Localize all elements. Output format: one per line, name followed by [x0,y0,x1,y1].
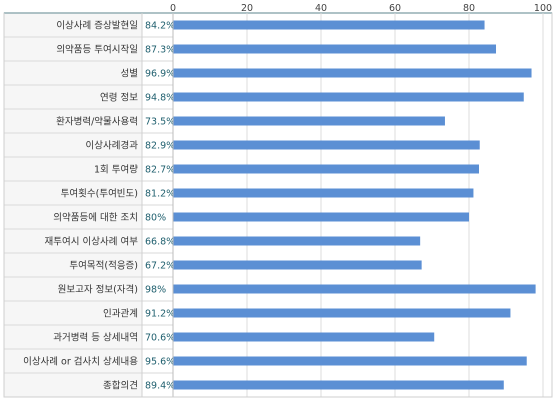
bar-14 [173,356,527,366]
value-label-3: 94.8% [145,93,175,104]
value-label-8: 80% [145,213,166,224]
category-label-14: 이상사례 or 검사치 상세내용 [23,356,138,368]
category-label-0: 이상사례 증상발현일 [56,21,138,32]
x-tick-label-0: 0 [170,3,176,14]
category-label-4: 환자병력/약물사용력 [56,116,138,128]
value-label-6: 82.7% [145,165,175,176]
bar-9 [173,236,421,246]
category-label-2: 성별 [121,69,138,80]
bar-1 [173,44,497,54]
value-label-13: 70.6% [145,333,175,344]
value-label-4: 73.5% [145,117,175,128]
bar-4 [173,116,445,126]
category-label-8: 의약품등에 대한 조치 [53,212,138,224]
bar-13 [173,332,435,342]
bar-3 [173,92,524,102]
category-label-5: 이상사례경과 [86,140,139,152]
table-border [3,12,553,398]
category-label-6: 1회 투여량 [94,164,138,176]
value-label-10: 67.2% [145,261,175,272]
x-tick-label-5: 100 [534,3,552,14]
x-tick-label-2: 40 [315,3,327,14]
value-label-11: 98% [145,285,166,296]
bar-11 [173,284,536,294]
bar-8 [173,212,469,222]
value-label-9: 66.8% [145,237,175,248]
bar-5 [173,140,480,150]
category-label-1: 의약품등 투여시작일 [56,44,138,56]
bar-12 [173,308,511,318]
bar-6 [173,164,479,174]
value-label-14: 95.6% [145,357,175,368]
category-label-13: 과거병력 등 상세내역 [53,332,138,344]
value-label-2: 96.9% [145,69,175,80]
x-tick-label-4: 80 [463,3,475,14]
value-label-7: 81.2% [145,189,175,200]
value-label-5: 82.9% [145,141,175,152]
bar-7 [173,188,474,198]
category-label-9: 재투여시 이상사례 여부 [45,236,139,248]
bar-10 [173,260,422,270]
x-tick-label-1: 20 [241,3,253,14]
category-label-3: 연령 정보 [100,92,138,104]
value-label-12: 91.2% [145,309,175,320]
value-label-1: 87.3% [145,45,175,56]
category-label-11: 원보고자 정보(자격) [58,284,138,296]
value-label-15: 89.4% [145,381,175,392]
bar-0 [173,20,485,30]
category-label-7: 투여횟수(투여빈도) [61,188,138,200]
category-label-15: 종합의견 [103,380,138,392]
x-tick-label-3: 60 [389,3,401,14]
bar-15 [173,380,504,390]
category-label-12: 인과관계 [103,308,138,320]
value-label-0: 84.2% [145,21,175,32]
category-label-10: 투여목적(적응증) [69,260,138,272]
bar-2 [173,68,532,78]
